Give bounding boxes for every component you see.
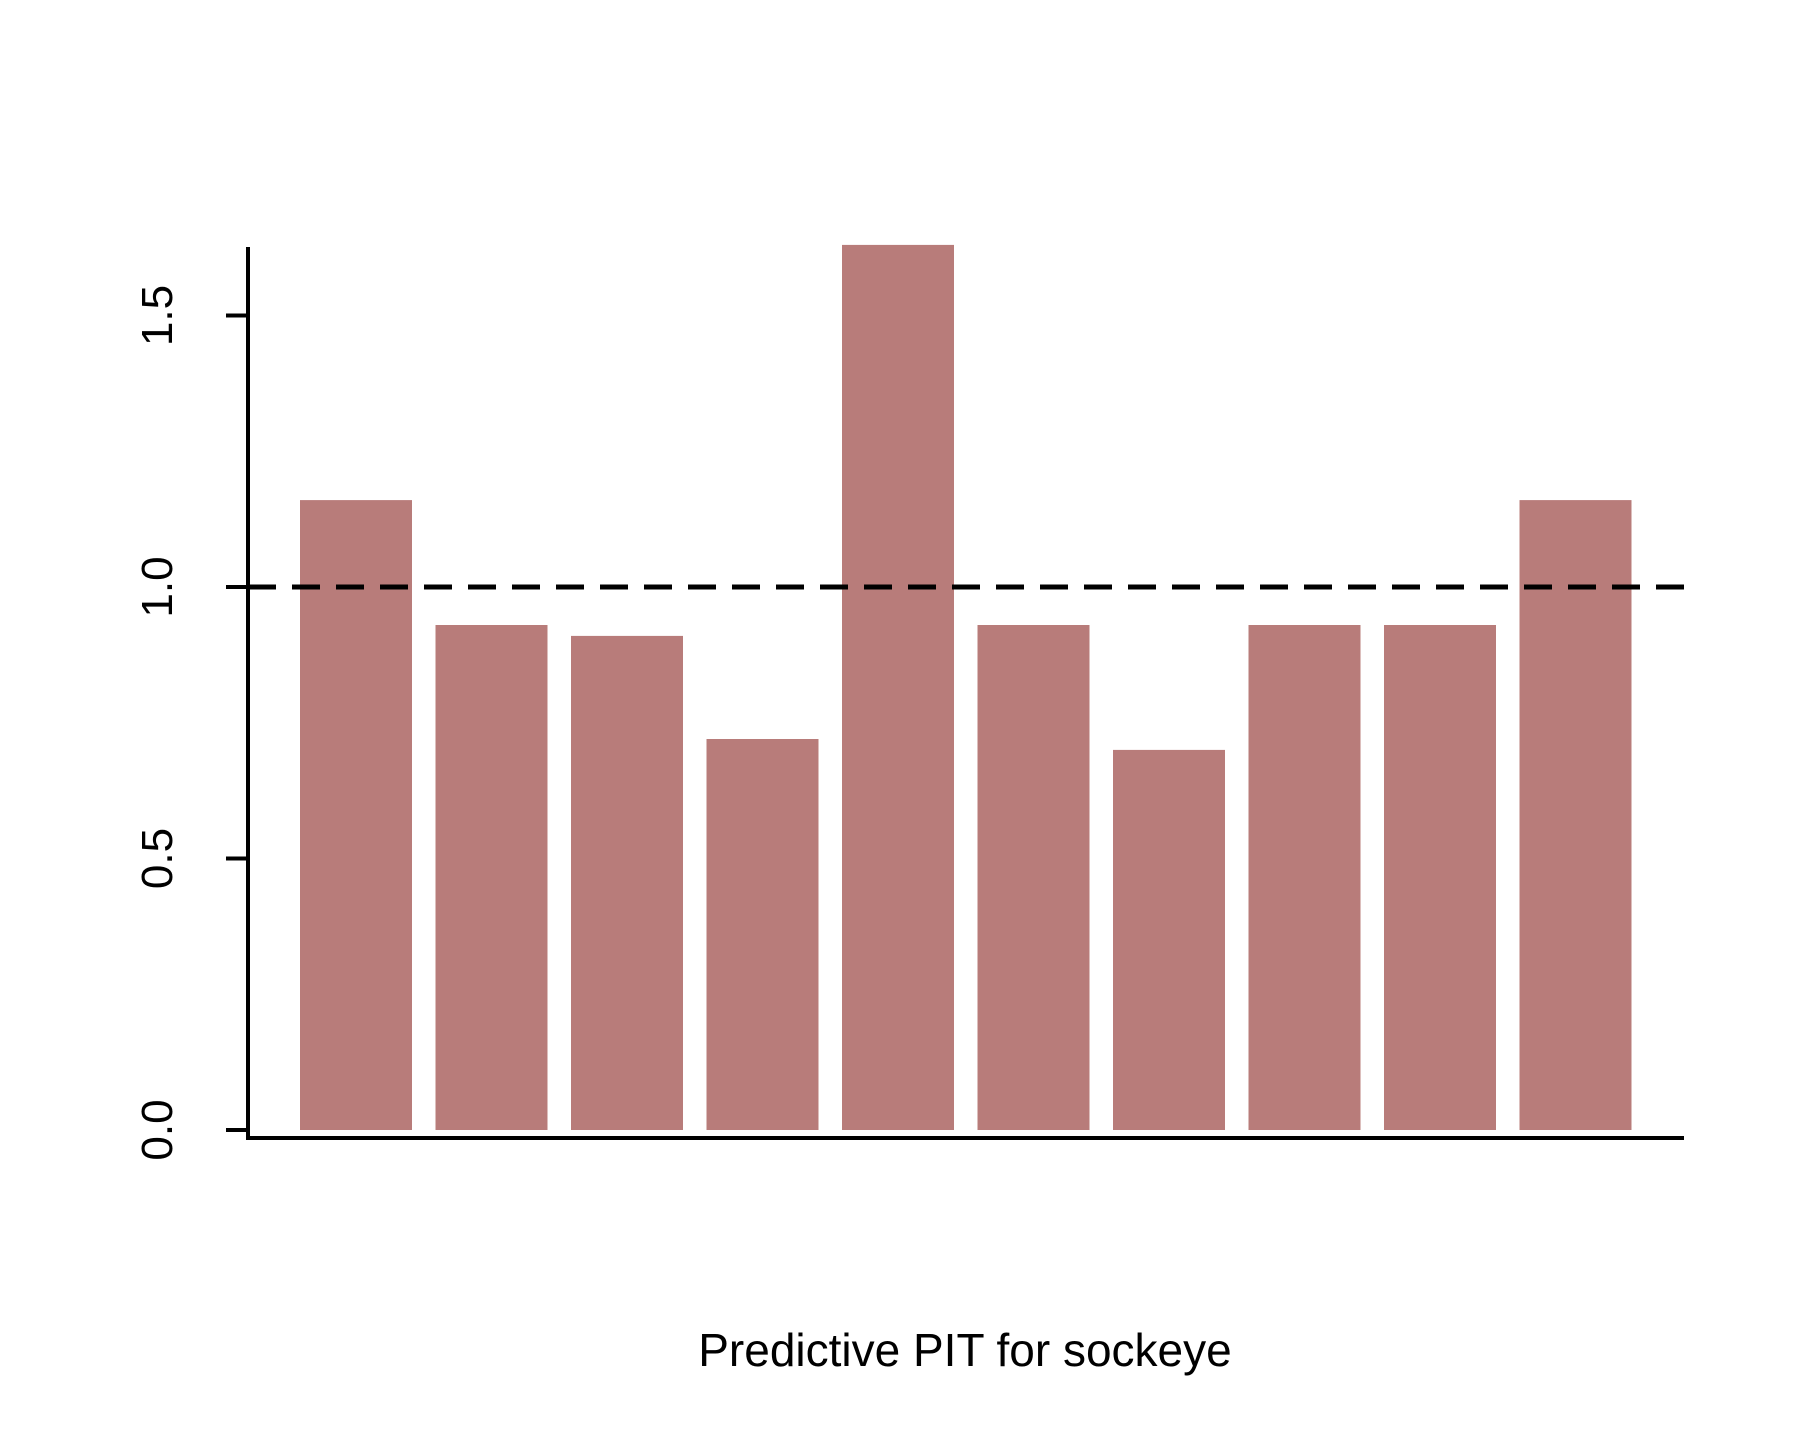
bar-3 — [571, 635, 683, 1130]
bar-1 — [300, 500, 412, 1131]
bar-7 — [1113, 749, 1225, 1130]
y-ticks: 0.0 0.5 1.0 1.5 — [133, 285, 248, 1161]
bar-6 — [977, 625, 1090, 1130]
bar-5 — [842, 244, 954, 1130]
y-tick-label-2: 1.0 — [133, 556, 182, 617]
y-tick-label-1: 0.5 — [133, 828, 182, 889]
bars-layer — [300, 244, 1632, 1131]
y-tick-label-3: 1.5 — [133, 285, 182, 346]
bar-4 — [706, 739, 819, 1130]
x-axis-title: Predictive PIT for sockeye — [698, 1324, 1231, 1376]
bar-2 — [435, 625, 548, 1130]
bar-10 — [1519, 500, 1632, 1131]
bar-9 — [1384, 625, 1496, 1130]
y-tick-label-0: 0.0 — [133, 1099, 182, 1160]
bar-8 — [1248, 625, 1361, 1130]
